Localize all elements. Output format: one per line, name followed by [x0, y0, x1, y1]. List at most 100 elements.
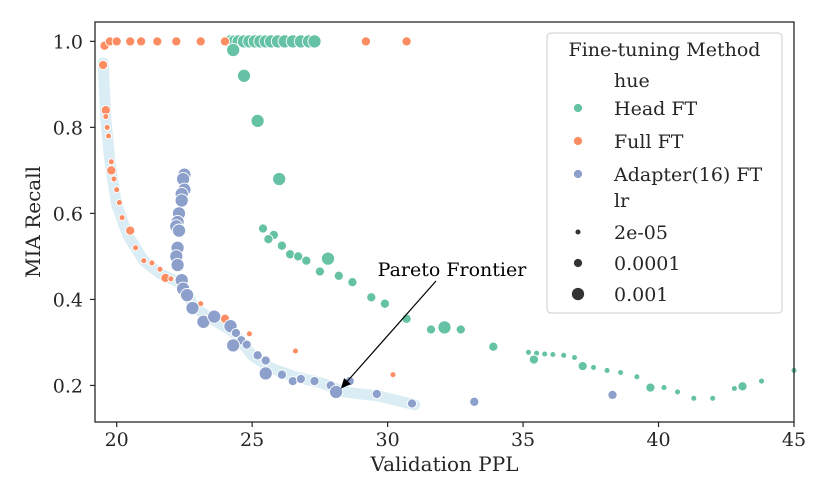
legend-method-label: Full FT — [614, 131, 684, 153]
annotation-arrow-head — [340, 378, 351, 389]
point-full-ft — [389, 371, 397, 379]
point-full-ft — [152, 36, 163, 47]
point-head-ft — [528, 354, 539, 365]
point-full-ft — [111, 36, 122, 47]
point-adapter-16-ft — [260, 355, 271, 366]
legend-marker-1 — [572, 135, 584, 147]
x-tick-label: 45 — [782, 429, 806, 451]
point-head-ft — [307, 34, 322, 49]
point-head-ft — [314, 266, 325, 277]
legend-method-label: Head FT — [614, 98, 698, 120]
y-axis-ticks: 0.2 0.4 0.6 0.8 1.0 — [53, 31, 95, 397]
point-head-ft — [603, 366, 611, 374]
legend-size-label: 0.001 — [614, 284, 668, 306]
point-adapter-16-ft — [309, 376, 320, 387]
point-head-ft — [730, 385, 738, 392]
point-head-ft — [737, 381, 748, 392]
point-full-ft — [245, 330, 253, 338]
point-adapter-16-ft — [371, 388, 382, 400]
x-axis-label: Validation PPL — [370, 452, 519, 476]
point-head-ft — [347, 277, 358, 288]
point-full-ft — [107, 158, 115, 166]
legend-method-label: Adapter(16) FT — [613, 164, 763, 186]
point-full-ft — [292, 347, 299, 355]
point-head-ft — [525, 348, 532, 356]
point-head-ft — [437, 320, 452, 335]
point-head-ft — [645, 382, 656, 393]
point-full-ft — [219, 36, 231, 47]
point-adapter-16-ft — [226, 338, 241, 353]
point-adapter-16-ft — [295, 373, 306, 385]
point-head-ft — [560, 351, 568, 359]
point-head-ft — [633, 373, 641, 381]
point-adapter-16-ft — [171, 223, 187, 238]
point-full-ft — [102, 113, 110, 121]
point-head-ft — [541, 350, 549, 358]
point-head-ft — [366, 292, 377, 303]
x-tick-label: 30 — [376, 429, 400, 451]
point-adapter-16-ft — [180, 288, 195, 303]
point-head-ft — [690, 394, 698, 402]
point-adapter-16-ft — [406, 398, 418, 409]
point-full-ft — [110, 175, 118, 183]
point-head-ft — [401, 313, 412, 324]
y-axis-label: MIA Recall — [21, 166, 45, 278]
point-adapter-16-ft — [185, 300, 200, 316]
annotation-arrow-line — [347, 280, 437, 382]
legend-box — [546, 32, 783, 314]
point-head-ft — [617, 369, 625, 376]
point-head-ft — [577, 361, 588, 372]
point-full-ft — [125, 225, 136, 236]
point-head-ft — [263, 234, 274, 245]
legend-size-marker — [574, 228, 582, 236]
point-head-ft — [333, 270, 344, 281]
x-tick-label: 40 — [646, 429, 670, 451]
legend: Fine-tuning Method hue lr Head FT Full FT… — [546, 32, 783, 314]
plot-frame — [94, 21, 795, 423]
point-full-ft — [113, 186, 121, 194]
scatter-points — [98, 34, 798, 409]
point-adapter-16-ft — [174, 193, 189, 208]
legend-lr-header: lr — [614, 190, 630, 212]
x-tick-label: 20 — [105, 429, 129, 451]
point-adapter-16-ft — [230, 327, 241, 339]
legend-title: Fine-tuning Method — [569, 39, 761, 61]
point-full-ft — [136, 36, 147, 47]
point-head-ft — [293, 251, 304, 262]
point-full-ft — [98, 59, 109, 71]
y-tick-label: 0.6 — [53, 203, 83, 225]
point-head-ft — [379, 298, 390, 309]
point-full-ft — [195, 36, 206, 47]
legend-methods: Head FT Full FT Adapter(16) FT — [572, 98, 763, 186]
point-adapter-16-ft — [241, 339, 252, 350]
point-head-ft — [226, 42, 241, 58]
point-head-ft — [674, 388, 681, 396]
point-head-ft — [455, 324, 466, 335]
point-head-ft — [236, 68, 252, 83]
point-adapter-16-ft — [252, 350, 263, 361]
point-adapter-16-ft — [469, 396, 480, 407]
y-tick-label: 0.8 — [53, 117, 83, 139]
annotation-label: Pareto Frontier — [378, 259, 528, 281]
point-full-ft — [118, 214, 126, 222]
point-full-ft — [360, 36, 371, 47]
point-full-ft — [167, 275, 175, 283]
point-full-ft — [103, 123, 111, 131]
point-head-ft — [301, 255, 312, 266]
legend-size-marker — [570, 286, 586, 302]
point-head-ft — [272, 171, 287, 187]
legend-size-marker — [572, 257, 584, 269]
point-head-ft — [549, 351, 557, 358]
legend-sizes: 2e-05 0.0001 0.001 — [570, 222, 680, 306]
point-head-ft — [571, 354, 578, 361]
point-adapter-16-ft — [207, 309, 222, 324]
point-full-ft — [171, 36, 182, 47]
point-head-ft — [709, 394, 717, 402]
x-axis-ticks: 20 25 30 35 40 45 — [105, 422, 806, 451]
point-head-ft — [660, 384, 668, 392]
point-full-ft — [106, 165, 117, 176]
y-tick-label: 0.2 — [53, 375, 83, 397]
legend-marker-2 — [572, 168, 584, 180]
x-tick-label: 25 — [240, 429, 264, 451]
